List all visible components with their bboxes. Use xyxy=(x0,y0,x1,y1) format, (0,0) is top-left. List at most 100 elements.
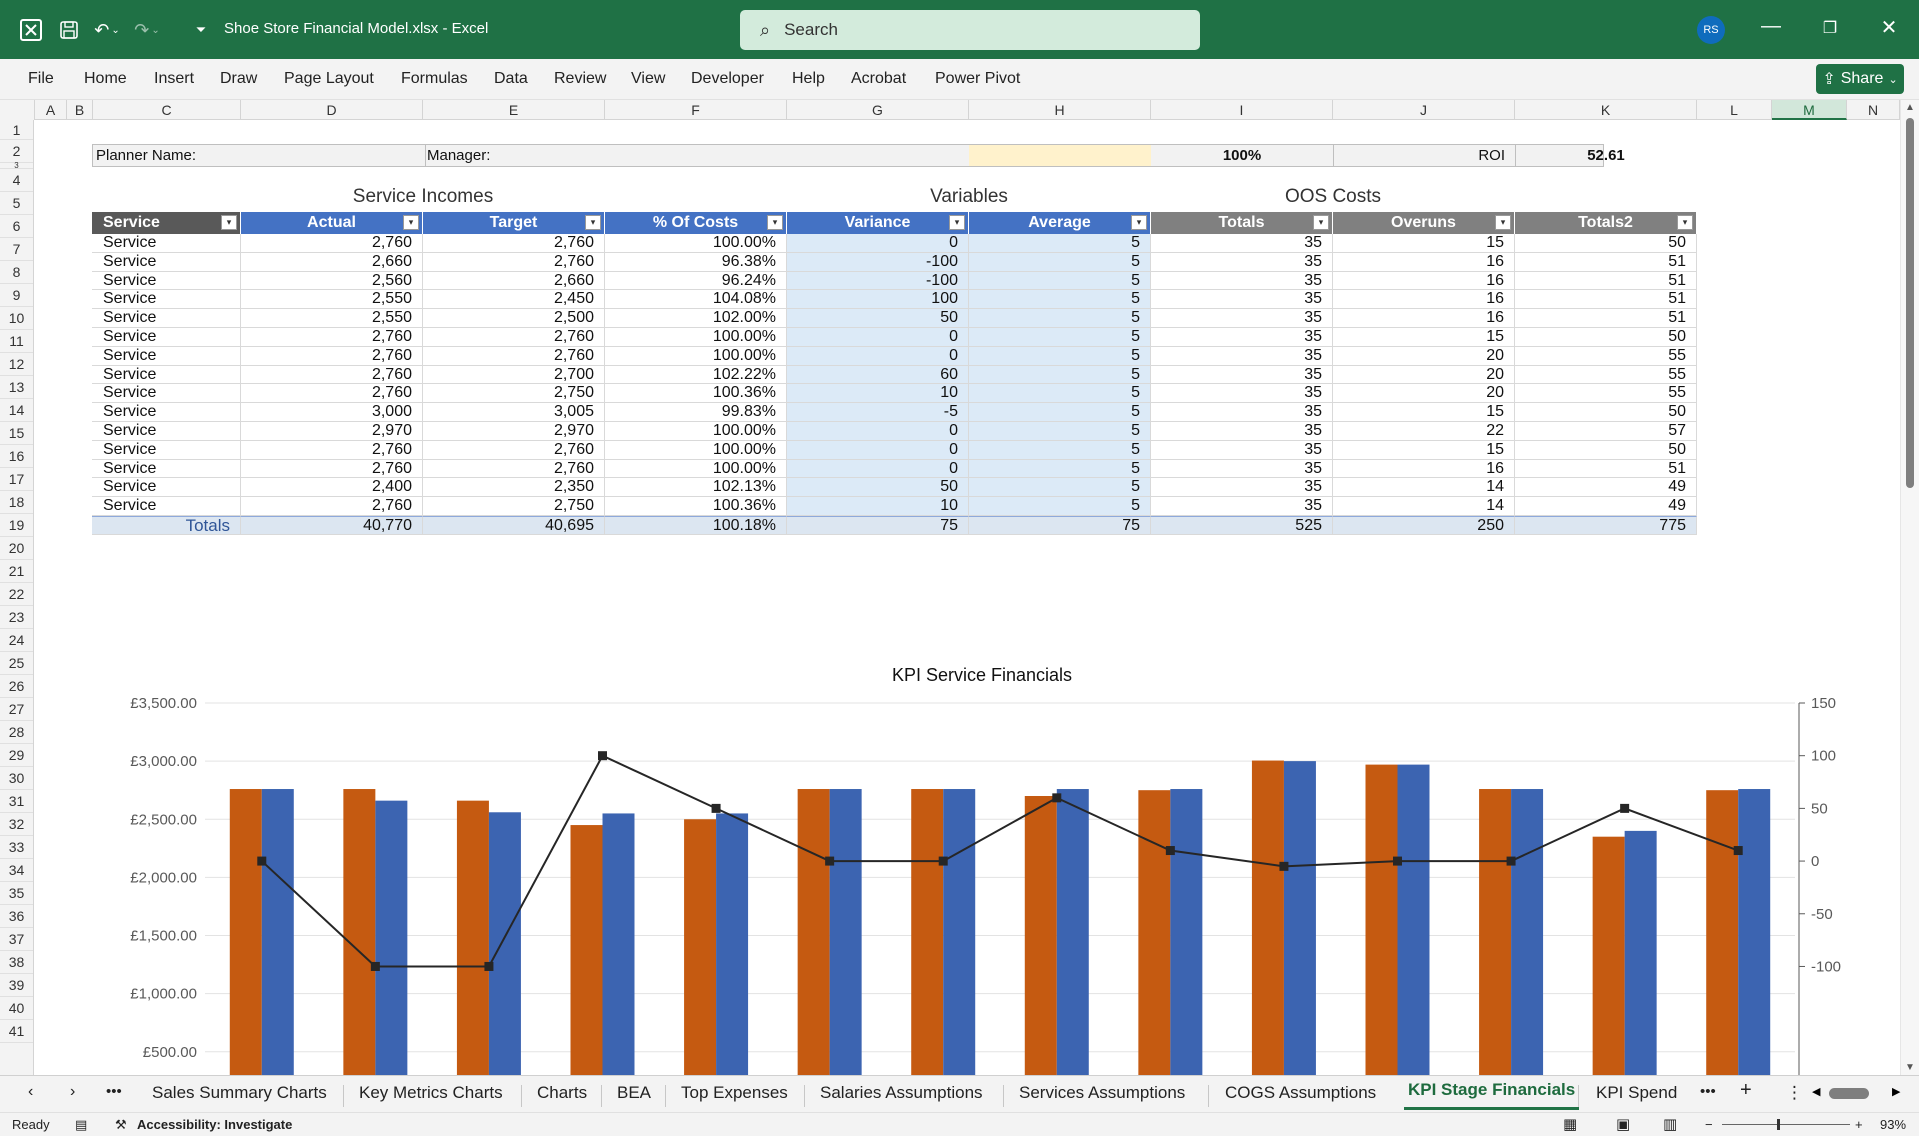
table-cell-service[interactable]: Service xyxy=(92,328,241,347)
table-cell-pct-of-costs[interactable]: 100.36% xyxy=(605,497,787,516)
table-cell-service[interactable]: Service xyxy=(92,497,241,516)
roi-label[interactable]: ROI xyxy=(1478,147,1505,164)
search-box[interactable]: ⌕ Search xyxy=(740,10,1200,50)
table-cell-pct-of-costs[interactable]: 100.00% xyxy=(605,328,787,347)
table-cell-variance[interactable]: 10 xyxy=(787,384,969,404)
restore-icon[interactable]: ❐ xyxy=(1822,20,1838,37)
row-header[interactable]: 30 xyxy=(0,767,33,790)
accessibility-status[interactable]: Accessibility: Investigate xyxy=(137,1117,293,1132)
table-cell-pct-of-costs[interactable]: 104.08% xyxy=(605,290,787,310)
table-cell-target[interactable]: 2,760 xyxy=(423,234,605,253)
row-header[interactable]: 24 xyxy=(0,629,33,652)
share-button[interactable]: ⇪ Share ⌄ xyxy=(1816,64,1904,94)
table-cell-actual[interactable]: 2,560 xyxy=(241,271,423,291)
table-cell-variance[interactable]: 100 xyxy=(787,290,969,310)
table-cell-target[interactable]: 2,970 xyxy=(423,422,605,441)
table-cell-overuns[interactable]: 16 xyxy=(1333,459,1515,479)
table-cell-variance[interactable]: -100 xyxy=(787,271,969,291)
column-header-k[interactable]: K xyxy=(1515,100,1697,120)
tab-power-pivot[interactable]: Power Pivot xyxy=(935,70,1021,87)
zoom-in-icon[interactable]: + xyxy=(1855,1117,1863,1132)
table-cell-service[interactable]: Service xyxy=(92,478,241,498)
scroll-up-icon[interactable]: ▲ xyxy=(1905,102,1915,113)
row-header[interactable]: 35 xyxy=(0,882,33,905)
column-header-target[interactable]: Target ▾ xyxy=(423,212,605,234)
table-cell-service[interactable]: Service xyxy=(92,422,241,441)
table-cell-totals2[interactable]: 55 xyxy=(1515,346,1697,366)
table-cell-totals2[interactable]: 49 xyxy=(1515,497,1697,516)
table-cell-overuns[interactable]: 15 xyxy=(1333,328,1515,347)
table-cell-average[interactable]: 5 xyxy=(969,478,1151,498)
row-header[interactable]: 34 xyxy=(0,859,33,882)
table-cell-average[interactable]: 5 xyxy=(969,290,1151,310)
table-cell-average[interactable]: 5 xyxy=(969,384,1151,404)
filter-dropdown-icon[interactable]: ▾ xyxy=(221,215,237,230)
table-cell-actual[interactable]: 2,760 xyxy=(241,234,423,253)
kpi-chart[interactable]: KPI Service Financials £3,500.00 £3,000.00… xyxy=(35,645,1900,1075)
table-cell-variance[interactable]: 60 xyxy=(787,365,969,385)
table-cell-totals[interactable]: 35 xyxy=(1151,497,1333,516)
table-cell-service[interactable]: Service xyxy=(92,346,241,366)
sheet-tab-sales-summary-charts[interactable]: Sales Summary Charts xyxy=(152,1083,327,1102)
column-header-c[interactable]: C xyxy=(93,100,241,120)
table-cell-variance[interactable]: 10 xyxy=(787,497,969,516)
row-header[interactable]: 11 xyxy=(0,330,33,353)
select-all-corner[interactable] xyxy=(0,100,35,120)
row-header[interactable]: 21 xyxy=(0,560,33,583)
table-cell-target[interactable]: 2,750 xyxy=(423,384,605,404)
row-header[interactable]: 16 xyxy=(0,445,33,468)
worksheet[interactable]: Planner Name: Manager: 100% ROI 52.61 Se… xyxy=(35,120,1900,1075)
manager-label[interactable]: Manager: xyxy=(427,147,491,164)
table-cell-overuns[interactable]: 16 xyxy=(1333,290,1515,310)
table-cell-pct-of-costs[interactable]: 100.00% xyxy=(605,346,787,366)
row-header[interactable]: 41 xyxy=(0,1020,33,1043)
row-header[interactable]: 36 xyxy=(0,905,33,928)
column-header-h[interactable]: H xyxy=(969,100,1151,120)
scroll-left-icon[interactable]: ◀ xyxy=(1812,1086,1821,1098)
table-cell-totals2[interactable]: 57 xyxy=(1515,422,1697,441)
column-header-variance[interactable]: Variance ▾ xyxy=(787,212,969,234)
table-cell-pct-of-costs[interactable]: 102.00% xyxy=(605,309,787,328)
table-cell-target[interactable]: 2,760 xyxy=(423,459,605,479)
column-header-f[interactable]: F xyxy=(605,100,787,120)
table-cell-target[interactable]: 2,750 xyxy=(423,497,605,516)
table-cell-service[interactable]: Service xyxy=(92,309,241,328)
sheet-tab-kpi-spend[interactable]: KPI Spend xyxy=(1596,1083,1678,1102)
table-cell-actual[interactable]: 3,000 xyxy=(241,403,423,422)
table-cell-average[interactable]: 5 xyxy=(969,440,1151,460)
row-header[interactable]: 7 xyxy=(0,238,33,261)
table-cell-totals2[interactable]: 51 xyxy=(1515,290,1697,310)
row-header[interactable]: 15 xyxy=(0,422,33,445)
table-cell-overuns[interactable]: 20 xyxy=(1333,384,1515,404)
filter-dropdown-icon[interactable]: ▾ xyxy=(585,215,601,230)
table-cell-variance[interactable]: 0 xyxy=(787,328,969,347)
normal-view-icon[interactable]: ▦ xyxy=(1563,1116,1578,1133)
table-cell-totals[interactable]: 35 xyxy=(1151,440,1333,460)
totals-cell-variance[interactable]: 75 xyxy=(787,516,969,535)
sheet-tab-charts[interactable]: Charts xyxy=(537,1083,588,1102)
row-header[interactable]: 19 xyxy=(0,514,33,537)
row-header[interactable]: 9 xyxy=(0,284,33,307)
avatar[interactable]: RS xyxy=(1697,16,1725,44)
totals-cell-target[interactable]: 40,695 xyxy=(423,516,605,535)
table-cell-totals2[interactable]: 50 xyxy=(1515,234,1697,253)
table-cell-overuns[interactable]: 16 xyxy=(1333,271,1515,291)
table-cell-totals[interactable]: 35 xyxy=(1151,252,1333,272)
row-header[interactable]: 25 xyxy=(0,652,33,675)
scroll-right-icon[interactable]: ▶ xyxy=(1892,1086,1901,1098)
percent-value[interactable]: 100% xyxy=(1222,147,1262,164)
table-cell-variance[interactable]: 50 xyxy=(787,478,969,498)
table-cell-actual[interactable]: 2,760 xyxy=(241,384,423,404)
table-cell-actual[interactable]: 2,760 xyxy=(241,365,423,385)
tab-data[interactable]: Data xyxy=(494,70,528,87)
tab-home[interactable]: Home xyxy=(84,70,127,87)
table-cell-totals2[interactable]: 55 xyxy=(1515,384,1697,404)
row-header[interactable]: 26 xyxy=(0,675,33,698)
filter-dropdown-icon[interactable]: ▾ xyxy=(949,215,965,230)
row-header[interactable]: 3 xyxy=(0,162,33,170)
row-header[interactable]: 8 xyxy=(0,261,33,284)
sheet-tab-top-expenses[interactable]: Top Expenses xyxy=(681,1083,788,1102)
vertical-scrollbar[interactable]: ▲ ▼ xyxy=(1900,100,1919,1075)
totals-cell-overuns[interactable]: 250 xyxy=(1333,516,1515,535)
table-cell-average[interactable]: 5 xyxy=(969,234,1151,253)
